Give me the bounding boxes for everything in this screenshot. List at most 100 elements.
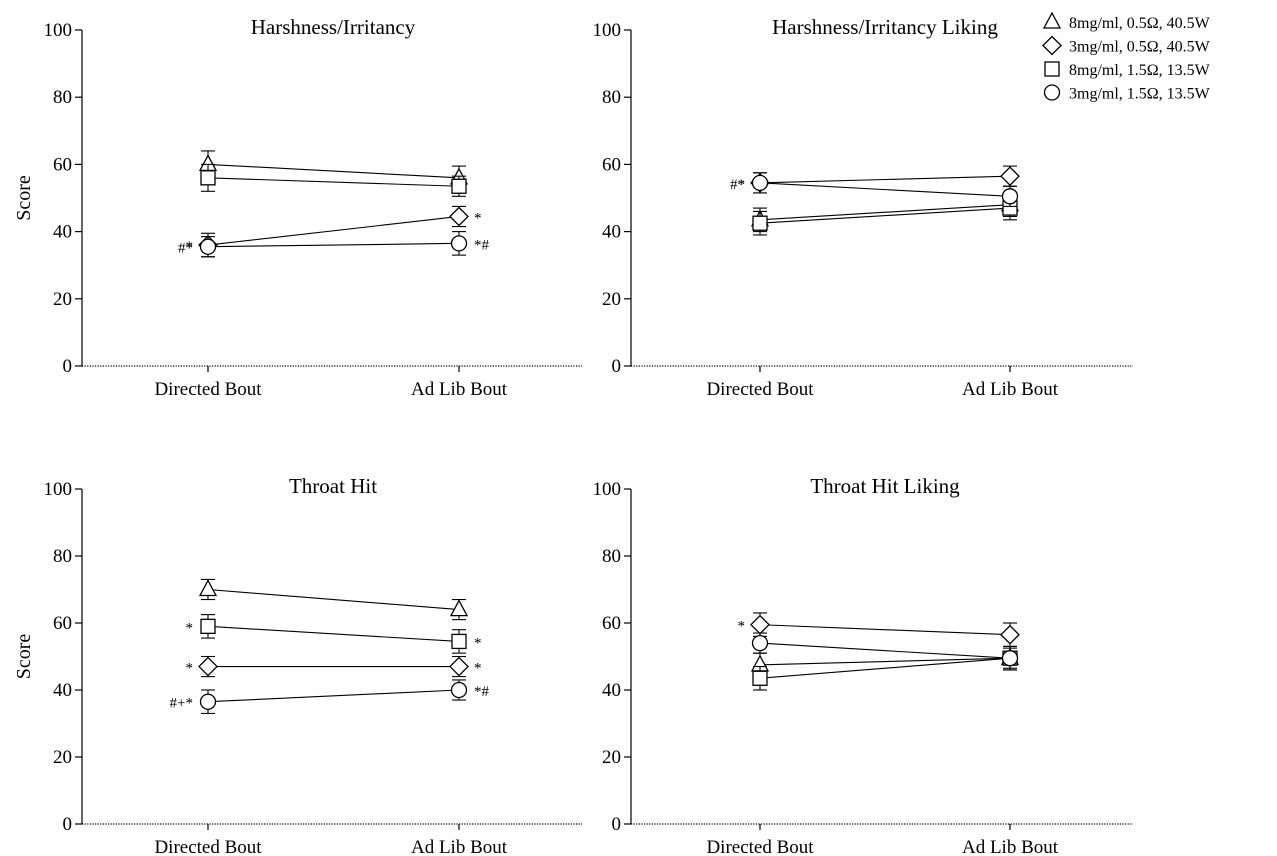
x-tick-label: Ad Lib Bout — [411, 379, 508, 400]
series-line — [759, 657, 1011, 666]
series-line — [207, 215, 460, 246]
x-tick-label: Ad Lib Bout — [962, 837, 1059, 856]
significance-mark: * — [186, 661, 194, 677]
series-square — [752, 645, 1018, 691]
series-triangle — [750, 192, 1020, 233]
significance-mark: #* — [730, 177, 745, 193]
panel-harshness-irritancy-liking: 0 20 40 60 80 100 Directed Bout Ad Lib Bout Hars… — [593, 15, 1133, 400]
y-tick-label: 40 — [53, 222, 72, 243]
y-axis-label: Score — [13, 634, 35, 680]
significance-mark: *# — [474, 237, 490, 253]
significance-mark: * — [186, 239, 194, 255]
y-tick-label: 80 — [53, 546, 72, 567]
y-axis-label: Score — [13, 175, 35, 221]
data-point-square — [451, 633, 467, 650]
series-diamond: ** — [186, 655, 482, 678]
data-point-diamond — [198, 656, 218, 677]
series-circle: #* — [730, 172, 1019, 207]
legend-label: 3mg/ml, 0.5Ω, 40.5W — [1069, 39, 1211, 56]
panel-title: Harshness/Irritancy — [251, 15, 416, 39]
data-point-diamond — [750, 614, 770, 635]
series-line — [759, 204, 1011, 221]
y-tick-label: 0 — [63, 814, 73, 835]
y-tick-label: 80 — [53, 87, 72, 108]
legend-marker-square — [1044, 61, 1060, 77]
series-circle — [751, 632, 1019, 669]
x-tick-label: Directed Bout — [706, 379, 814, 400]
data-point-triangle — [449, 599, 469, 617]
series-line — [759, 182, 1011, 197]
series-line — [207, 588, 460, 611]
legend-label: 3mg/ml, 1.5Ω, 13.5W — [1069, 86, 1211, 103]
data-point-square — [752, 670, 768, 686]
series-triangle — [198, 150, 469, 191]
series-diamond: ** — [186, 205, 482, 258]
x-tick-label: Ad Lib Bout — [411, 837, 508, 856]
series-line — [759, 175, 1011, 184]
series-triangle — [198, 578, 469, 621]
x-tick-label: Ad Lib Bout — [962, 379, 1059, 400]
y-tick-label: 60 — [602, 613, 621, 634]
panel-throat-hit: 0 20 40 60 80 100 Directed Bout Ad Lib Bout Thro… — [13, 474, 582, 856]
y-tick-label: 20 — [53, 289, 72, 310]
data-point-circle — [751, 174, 769, 192]
data-point-circle — [199, 238, 217, 255]
y-tick-label: 40 — [53, 680, 72, 701]
y-tick-label: 60 — [53, 613, 72, 634]
series-line — [759, 642, 1011, 659]
x-tick-label: Directed Bout — [154, 837, 262, 856]
series-line — [207, 163, 460, 179]
series-circle: #* *# — [178, 231, 490, 258]
series-line — [759, 624, 1011, 636]
significance-mark: * — [738, 177, 746, 193]
data-point-circle — [199, 693, 217, 710]
y-tick-label: 40 — [602, 680, 621, 701]
panel-harshness-irritancy: 0 20 40 60 80 100 Directed Bout Ad Lib Bout Hars… — [13, 15, 582, 400]
data-point-square — [200, 170, 216, 186]
data-point-circle — [450, 681, 468, 699]
panel-throat-hit-liking: 0 20 40 60 80 100 Directed Bout Ad Lib Bout Thro… — [593, 474, 1133, 856]
data-point-diamond — [449, 206, 469, 227]
y-tick-label: 80 — [602, 87, 621, 108]
series-line — [759, 207, 1011, 224]
significance-mark: * — [474, 661, 482, 677]
series-diamond: * — [738, 612, 1020, 648]
y-tick-label: 0 — [63, 356, 73, 377]
y-tick-label: 100 — [44, 479, 73, 500]
legend-label: 8mg/ml, 1.5Ω, 13.5W — [1069, 62, 1211, 79]
y-tick-label: 0 — [612, 814, 622, 835]
y-tick-label: 100 — [593, 20, 622, 41]
series-line — [207, 625, 460, 642]
data-point-square — [752, 215, 768, 231]
legend-marker-diamond — [1042, 35, 1062, 56]
y-tick-label: 0 — [612, 356, 622, 377]
series-line — [207, 177, 460, 187]
significance-mark: * — [738, 619, 746, 635]
legend-marker-circle — [1043, 84, 1061, 101]
significance-mark: #* — [178, 241, 193, 257]
x-tick-label: Directed Bout — [706, 837, 814, 856]
y-tick-label: 40 — [602, 222, 621, 243]
significance-mark: * — [474, 635, 482, 651]
data-point-triangle — [198, 579, 218, 597]
data-point-circle — [1001, 188, 1019, 205]
y-tick-label: 80 — [602, 546, 621, 567]
series-square — [752, 195, 1018, 236]
data-point-circle — [1001, 650, 1019, 667]
legend-label: 8mg/ml, 0.5Ω, 40.5W — [1069, 15, 1211, 32]
significance-mark: * — [186, 620, 194, 636]
data-point-diamond — [1000, 166, 1020, 187]
y-tick-label: 100 — [593, 479, 622, 500]
series-circle: #+* *# — [170, 679, 490, 715]
series-line — [759, 657, 1011, 679]
legend: 8mg/ml, 0.5Ω, 40.5W 3mg/ml, 0.5Ω, 40.5W 8m… — [1042, 11, 1211, 103]
data-point-circle — [450, 235, 468, 252]
y-tick-label: 20 — [602, 289, 621, 310]
data-point-diamond — [1000, 624, 1020, 645]
y-tick-label: 20 — [53, 747, 72, 768]
data-point-diamond — [449, 656, 469, 677]
panel-title: Throat Hit — [289, 474, 377, 498]
significance-mark: #+* — [170, 696, 193, 712]
y-tick-label: 20 — [602, 747, 621, 768]
